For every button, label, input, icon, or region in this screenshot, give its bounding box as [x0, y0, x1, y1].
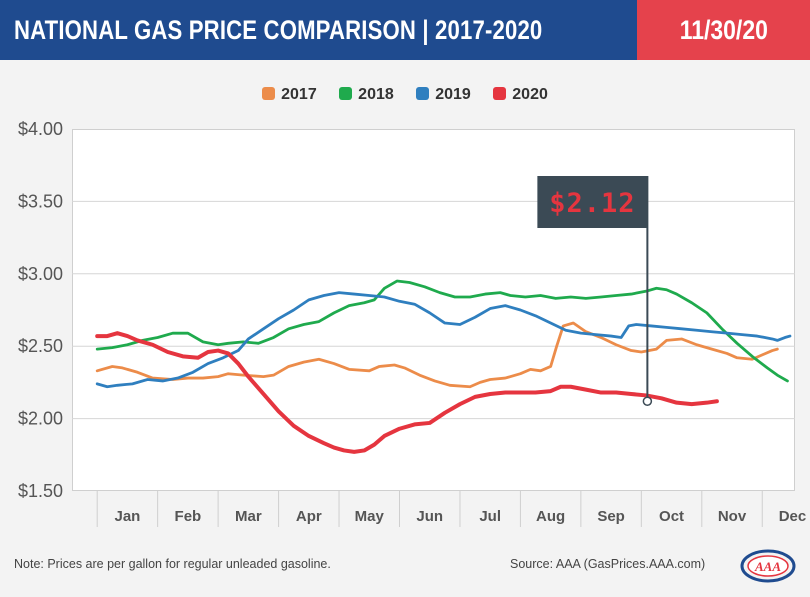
series-line-2020	[95, 331, 719, 454]
date-label: 11/30/20	[679, 15, 768, 45]
legend-swatch-2019	[416, 87, 430, 100]
x-tick-label: Jul	[479, 508, 501, 525]
legend-label-2018: 2018	[358, 86, 394, 103]
x-tick-label: Sep	[597, 508, 625, 525]
header-bar: NATIONAL GAS PRICE COMPARISON | 2017-202…	[0, 0, 810, 60]
footnote: Note: Prices are per gallon for regular …	[14, 557, 331, 571]
y-tick-label: $3.00	[18, 264, 63, 284]
annotation-box	[537, 176, 648, 228]
aaa-logo-text: AAA	[754, 559, 781, 574]
y-tick-label: $1.50	[18, 481, 63, 501]
x-tick-label: Oct	[659, 508, 684, 525]
x-tick-label: Apr	[296, 508, 322, 525]
source-credit: Source: AAA (GasPrices.AAA.com)	[510, 557, 706, 571]
x-tick-label: Jun	[416, 508, 443, 525]
x-tick-label: Feb	[175, 508, 202, 525]
aaa-logo-inner	[747, 555, 789, 577]
annotation-point	[642, 396, 653, 406]
series-line-2018	[95, 279, 789, 383]
legend-label-2019: 2019	[435, 86, 471, 103]
x-tick-label: Nov	[718, 508, 747, 525]
y-tick-label: $2.00	[18, 409, 63, 429]
legend: 2017 2018 2019 2020	[0, 86, 810, 110]
series-line-2017	[95, 321, 779, 389]
legend-label-2020: 2020	[512, 86, 548, 103]
x-tick-label: Jan	[114, 508, 140, 525]
legend-item-2017: 2017	[262, 86, 317, 104]
x-tick-label: Mar	[235, 508, 262, 525]
plot-area	[72, 129, 795, 491]
aaa-logo: AAA	[740, 549, 796, 583]
aaa-logo-ring	[740, 549, 796, 583]
legend-label-2017: 2017	[281, 86, 317, 103]
legend-item-2018: 2018	[339, 86, 394, 104]
legend-swatch-2017	[262, 87, 276, 100]
legend-swatch-2020	[493, 87, 507, 100]
y-tick-label: $2.50	[18, 336, 63, 356]
x-tick-label: May	[355, 508, 385, 525]
annotation-label: $2.12	[549, 188, 635, 219]
chart-title: NATIONAL GAS PRICE COMPARISON | 2017-202…	[14, 15, 543, 45]
legend-item-2020: 2020	[493, 86, 548, 104]
y-tick-label: $4.00	[18, 119, 63, 139]
x-tick-label: Dec	[779, 508, 807, 525]
date-badge: 11/30/20	[637, 0, 810, 60]
y-tick-label: $3.50	[18, 191, 63, 211]
legend-swatch-2018	[339, 87, 353, 100]
legend-item-2019: 2019	[416, 86, 471, 104]
series-line-2019	[95, 291, 792, 389]
x-tick-label: Aug	[536, 508, 565, 525]
